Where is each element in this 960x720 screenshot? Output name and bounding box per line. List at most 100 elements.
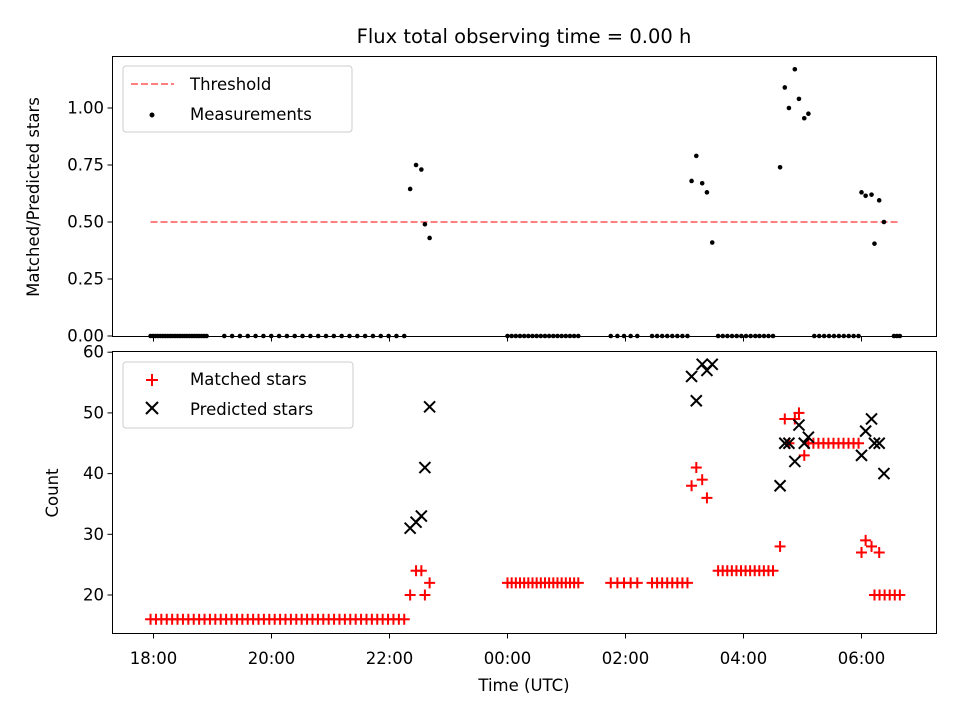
top-legend-box bbox=[122, 65, 353, 133]
bottom-x-tick-label: 04:00 bbox=[720, 649, 768, 668]
measurement-point bbox=[413, 162, 419, 168]
measurement-point bbox=[689, 178, 694, 184]
measurement-point bbox=[777, 164, 783, 170]
predicted-point bbox=[778, 437, 792, 450]
measurement-point bbox=[419, 167, 424, 172]
predicted-point bbox=[415, 509, 428, 523]
matched-point bbox=[798, 449, 810, 461]
measurement-point bbox=[792, 66, 798, 72]
bottom-axes-frame bbox=[112, 351, 937, 634]
threshold-legend-label: Threshold bbox=[189, 75, 271, 94]
matched-point bbox=[681, 577, 693, 589]
predicted-point bbox=[855, 449, 868, 462]
bottom-y-tick-label: 30 bbox=[83, 525, 104, 544]
predicted-legend-label: Predicted stars bbox=[190, 400, 313, 419]
top-y-axis-label: Matched/Predicted stars bbox=[24, 97, 43, 297]
predicted-point bbox=[872, 437, 886, 450]
bottom-y-tick-label: 60 bbox=[83, 343, 104, 362]
measurement-point bbox=[422, 221, 428, 227]
matched-legend-label: Matched stars bbox=[190, 370, 307, 389]
bottom-plot-area: 18:00 20:00 22:00 00:00 02:00 04:00 06:00 20 30 4… bbox=[83, 343, 906, 668]
bottom-x-tick-label: 02:00 bbox=[602, 649, 650, 668]
matched-point bbox=[419, 589, 431, 601]
predicted-point bbox=[782, 437, 796, 450]
top-chart-title: Flux total observing time = 0.00 h bbox=[357, 25, 692, 48]
matched-point bbox=[398, 613, 410, 625]
measurement-point bbox=[407, 186, 413, 192]
bottom-legend-box bbox=[122, 361, 354, 429]
measurement-point bbox=[427, 235, 432, 241]
measurement-point bbox=[872, 241, 877, 246]
matched-point bbox=[774, 540, 786, 552]
measurement-point bbox=[881, 219, 887, 225]
measurement-point bbox=[786, 105, 792, 111]
matched-point bbox=[415, 565, 427, 577]
predicted-legend-swatch bbox=[145, 401, 159, 415]
bottom-x-tick-label: 20:00 bbox=[248, 649, 296, 668]
measurement-point bbox=[876, 198, 882, 203]
predicted-point bbox=[706, 358, 719, 371]
bottom-y-tick-label: 40 bbox=[83, 464, 104, 483]
measurements-legend-swatch bbox=[149, 112, 155, 118]
predicted-point bbox=[418, 461, 432, 474]
measurement-point bbox=[694, 153, 699, 159]
measurement-point bbox=[782, 85, 788, 90]
measurement-point bbox=[709, 240, 715, 245]
matched-point bbox=[779, 413, 791, 425]
predicted-point bbox=[788, 455, 802, 468]
top-y-tick-label: 1.00 bbox=[67, 99, 104, 118]
bottom-x-tick-label: 06:00 bbox=[838, 649, 886, 668]
bottom-y-tick-label: 20 bbox=[83, 586, 104, 605]
matched-point bbox=[404, 589, 416, 601]
top-axes-frame bbox=[112, 56, 937, 337]
bottom-x-axis-label: Time (UTC) bbox=[477, 676, 569, 695]
matched-point bbox=[696, 474, 708, 486]
predicted-point bbox=[802, 430, 815, 444]
bottom-x-tick-label: 18:00 bbox=[130, 649, 178, 668]
matched-point bbox=[853, 437, 865, 449]
predicted-point bbox=[865, 412, 878, 426]
bottom-y-axis-label: Count bbox=[43, 468, 62, 518]
measurement-point bbox=[801, 115, 807, 121]
matched-point bbox=[873, 547, 885, 559]
measurement-point bbox=[863, 193, 868, 199]
matched-point bbox=[631, 577, 643, 589]
matched-point bbox=[572, 577, 584, 589]
matched-point bbox=[767, 565, 779, 577]
matched-point bbox=[866, 540, 878, 552]
predicted-point bbox=[798, 437, 811, 450]
measurement-point bbox=[796, 96, 802, 102]
predicted-point bbox=[868, 437, 881, 450]
matched-point bbox=[793, 407, 805, 419]
measurement-point bbox=[869, 192, 874, 197]
predicted-point bbox=[859, 424, 872, 438]
top-y-tick-label: 0.25 bbox=[67, 270, 104, 289]
predicted-point bbox=[773, 479, 787, 492]
matched-legend-swatch bbox=[146, 374, 158, 386]
matched-point bbox=[424, 577, 436, 589]
matched-point bbox=[894, 589, 906, 601]
measurement-point bbox=[859, 190, 864, 195]
matched-point bbox=[789, 413, 801, 425]
bottom-x-tick-label: 00:00 bbox=[484, 649, 532, 668]
matched-point bbox=[856, 547, 867, 559]
top-y-tick-label: 0.75 bbox=[67, 156, 104, 175]
predicted-point bbox=[423, 400, 436, 414]
bottom-legend: Matched stars Predicted stars bbox=[122, 361, 354, 429]
top-y-tick-label: 0.00 bbox=[67, 327, 104, 346]
predicted-point bbox=[877, 467, 891, 480]
matched-point bbox=[701, 492, 713, 504]
measurement-point bbox=[699, 180, 705, 186]
matched-point bbox=[690, 462, 702, 474]
predicted-point bbox=[792, 418, 806, 432]
predicted-point bbox=[685, 370, 698, 383]
matched-point bbox=[860, 534, 872, 546]
measurements-legend-label: Measurements bbox=[190, 105, 312, 124]
measurement-point bbox=[806, 111, 811, 116]
top-y-tick-label: 0.50 bbox=[67, 213, 104, 232]
matched-point bbox=[686, 480, 698, 492]
measurement-point bbox=[704, 190, 710, 195]
bottom-x-tick-label: 22:00 bbox=[366, 649, 414, 668]
bottom-y-tick-label: 50 bbox=[83, 403, 104, 422]
